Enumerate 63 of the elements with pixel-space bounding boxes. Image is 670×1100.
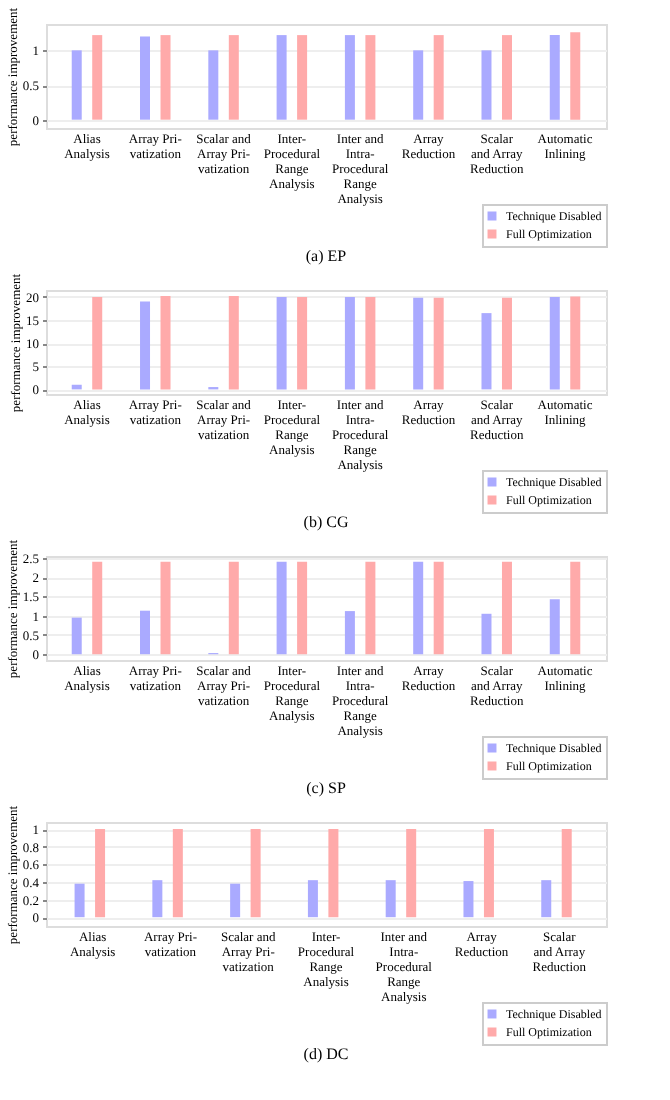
bar [160,561,171,655]
bar [92,35,103,120]
bar [501,297,512,390]
bar [276,561,287,655]
bar [297,561,308,655]
bar [481,50,492,120]
bar [433,561,444,655]
bar [481,613,492,655]
bar [228,35,239,120]
bar [328,829,339,918]
bar [549,35,560,120]
bar [228,561,239,655]
bar [344,35,355,120]
bar [413,297,424,390]
bar [160,296,171,390]
bar [385,880,396,918]
bar [297,35,308,120]
bar [160,35,171,120]
bar [365,296,376,390]
bar [140,610,151,655]
bar [570,32,581,120]
bar [413,561,424,655]
text: (c) SP [306,779,347,797]
bar [365,561,376,655]
bar [501,35,512,120]
bar [433,35,444,120]
bar [92,561,103,655]
bar [74,883,85,918]
bar [208,50,219,120]
bar [140,301,151,390]
bar [230,883,241,918]
bar [501,561,512,655]
bar [549,296,560,390]
bar [483,829,494,918]
bar [365,35,376,120]
bar [541,880,552,918]
bar [95,829,106,918]
text: (a) EP [305,247,348,265]
bar [406,829,417,918]
bar [172,829,183,918]
bar [463,881,474,918]
bar [549,599,560,655]
bar [276,35,287,120]
bar [276,296,287,390]
bar [250,829,261,918]
bar [344,296,355,390]
bar [152,880,163,918]
bar [71,50,82,120]
bar [307,880,318,918]
bar [140,36,151,120]
bar [481,313,492,390]
bar [71,617,82,655]
text: (b) CG [303,513,349,531]
text: (d) DC [303,1045,349,1063]
bar [570,296,581,390]
bar [297,296,308,390]
bar [228,296,239,390]
bar [344,611,355,655]
bar [413,50,424,120]
bar [570,561,581,655]
bar [92,296,103,390]
bar [433,297,444,390]
bar [561,829,572,918]
